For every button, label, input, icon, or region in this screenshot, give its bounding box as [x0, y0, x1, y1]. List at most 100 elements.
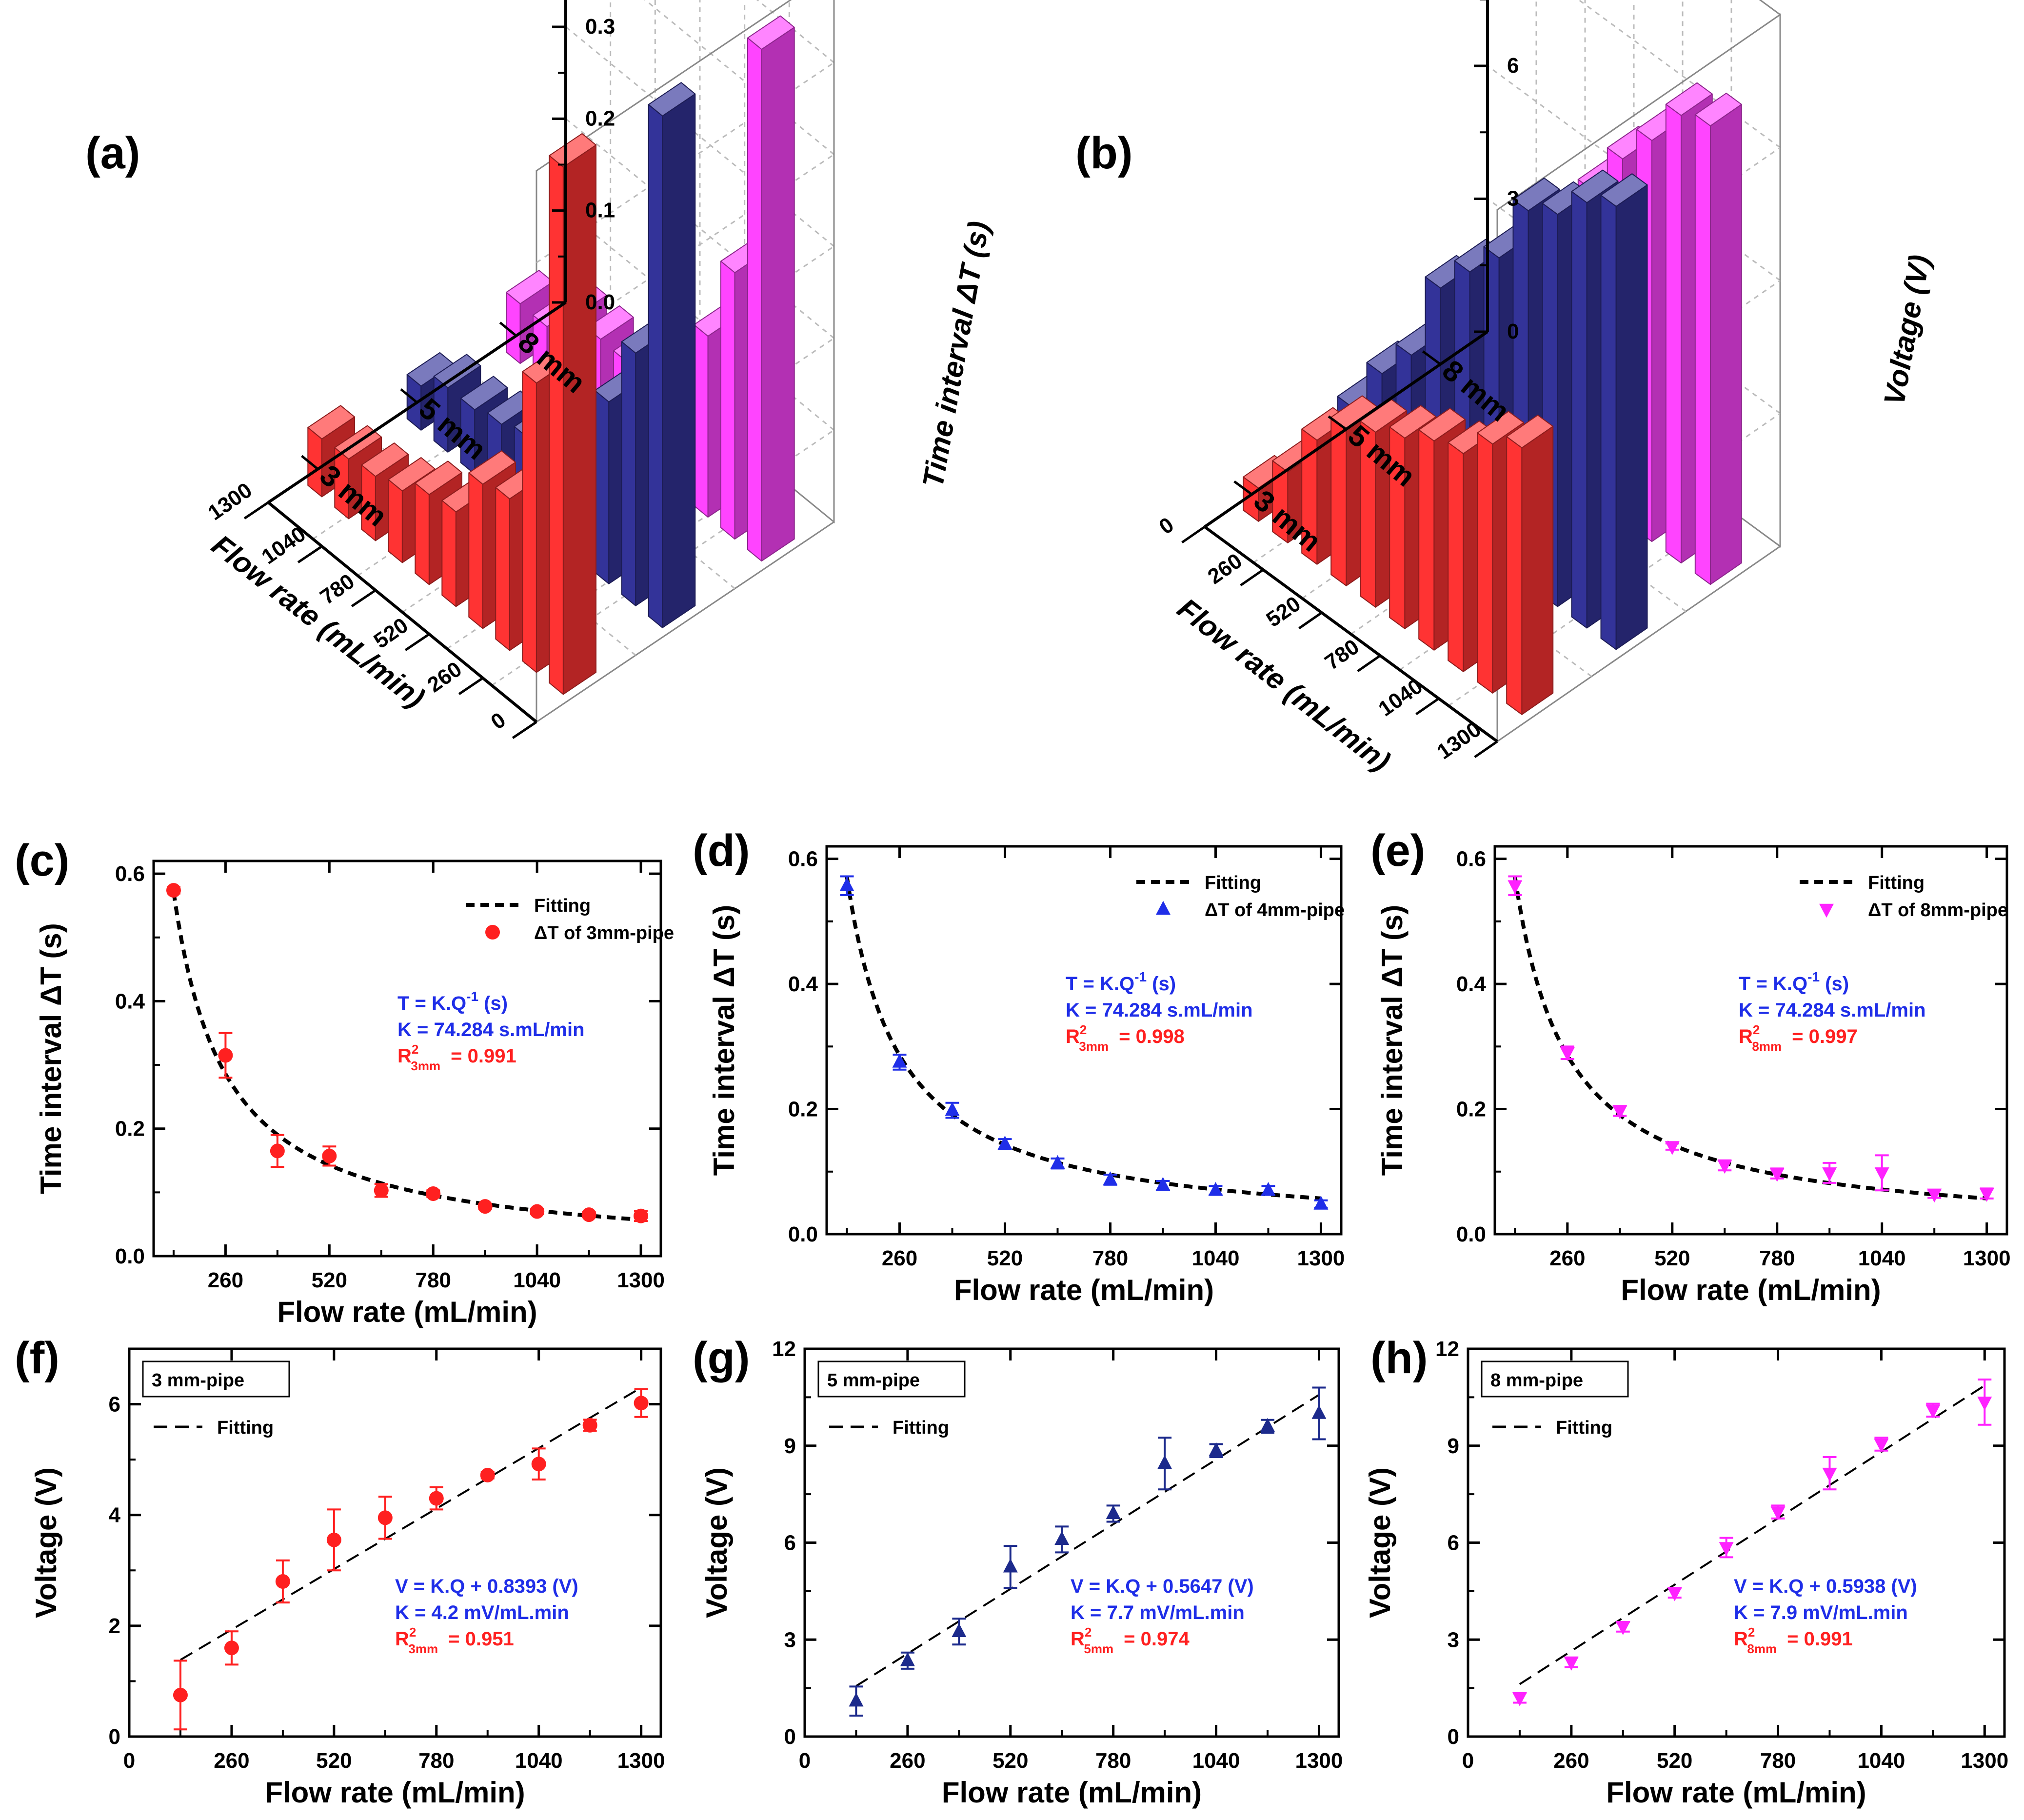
x-tick-label: 520 — [992, 1749, 1028, 1773]
plot-frame — [1467, 1347, 2006, 1738]
equation: T = K.Q-1 (s) — [1066, 969, 1176, 995]
x-tick-label: 1300 — [1963, 1246, 2011, 1270]
x-tick-label: 780 — [1321, 635, 1364, 675]
data-point — [426, 1186, 441, 1201]
x-tick — [243, 501, 269, 520]
data-point — [1770, 1506, 1786, 1520]
data-point — [945, 1101, 960, 1116]
r-squared-exponent: 2 — [412, 1042, 418, 1057]
x-tick-label: 780 — [1095, 1749, 1131, 1773]
y-tick-label: 0.2 — [788, 1098, 818, 1121]
r-squared-value: = 0.974 — [1118, 1628, 1190, 1650]
x-tick-label: 260 — [1204, 549, 1247, 589]
bar-front-face — [388, 479, 403, 563]
y-axis: 0 3 6 9 12 — [772, 1337, 1339, 1749]
x-tick-label: 1300 — [617, 1749, 665, 1773]
bar-front-face — [1448, 442, 1464, 672]
x-tick — [1298, 611, 1323, 630]
data-point — [1260, 1418, 1275, 1432]
data-point — [1560, 1047, 1575, 1061]
data-point — [1156, 900, 1171, 915]
panel-d: 260 520 780 1040 1300 0.0 0.2 0.4 0.6 Flow rate (… — [693, 826, 1345, 1306]
x-tick-label: 0 — [1155, 513, 1178, 539]
data-point — [1667, 1587, 1682, 1601]
panel-label: (a) — [85, 128, 140, 178]
x-tick-label: 260 — [882, 1246, 917, 1270]
z-tick-label: 0.0 — [585, 290, 615, 314]
x-tick-label: 520 — [1654, 1246, 1690, 1270]
r-squared-exponent: 2 — [1753, 1022, 1760, 1037]
data-point — [1719, 1542, 1734, 1556]
y-tick — [1422, 350, 1441, 365]
x-tick — [297, 545, 323, 563]
y-axis: 0 3 6 9 12 — [1435, 1337, 2004, 1749]
bar-3mm-6.02 — [1506, 415, 1554, 715]
y-axis-title: Time interval ΔT (s) — [35, 923, 67, 1194]
x-tick-label: 1040 — [1374, 674, 1427, 721]
r-squared-symbol: R — [1734, 1628, 1748, 1650]
y-tick-label: 9 — [1448, 1434, 1459, 1458]
data-series — [166, 883, 649, 1223]
x-tick-label: 1040 — [515, 1749, 563, 1773]
data-point — [1209, 1442, 1224, 1456]
bar-top-face — [1477, 411, 1525, 445]
pipe-title: 3 mm-pipe — [152, 1370, 244, 1391]
panel-label: (e) — [1370, 826, 1425, 876]
fitting-curve — [179, 1386, 642, 1661]
x-tick-label: 520 — [1657, 1749, 1692, 1773]
bar-front-face — [1665, 103, 1682, 564]
panel-label: (d) — [693, 826, 750, 876]
x-tick-label: 780 — [1759, 1246, 1795, 1270]
y-axis-title: Time interval ΔT (s) — [708, 905, 740, 1176]
data-point — [377, 1510, 393, 1525]
data-point — [322, 1148, 337, 1163]
r-squared-value: = 0.991 — [445, 1045, 516, 1067]
y-tick-label: 12 — [1435, 1337, 1459, 1361]
data-point — [485, 925, 500, 940]
panel-label: (f) — [15, 1333, 60, 1383]
equation: V = K.Q + 0.5938 (V) — [1734, 1576, 1917, 1597]
legend: 8 mm-pipe Fitting — [1481, 1360, 1629, 1438]
x-axis-title: Flow rate (mL/min) — [277, 1296, 537, 1328]
bar-front-face — [495, 487, 510, 651]
r-squared-value: = 0.998 — [1113, 1026, 1185, 1047]
data-point — [1819, 903, 1834, 918]
panel-label: (h) — [1370, 1333, 1428, 1383]
bar-front-face — [1477, 432, 1493, 694]
data-point — [1769, 1168, 1785, 1182]
bar-8mm-10.35 — [1694, 93, 1742, 585]
k-value: K = 7.7 mV/mL.min — [1071, 1602, 1245, 1623]
r-squared-exponent: 2 — [409, 1625, 416, 1640]
pipe-title-box: 3 mm-pipe — [142, 1360, 290, 1398]
x-tick-label: 520 — [1262, 592, 1305, 632]
plot-frame — [152, 860, 662, 1258]
data-point — [1155, 1177, 1171, 1191]
y-tick-label: 0 — [784, 1725, 796, 1749]
data-point — [1822, 1167, 1837, 1181]
y-axis: 0.0 0.2 0.4 0.6 — [788, 847, 1341, 1246]
y-tick-label: 12 — [772, 1337, 796, 1361]
panel-f: 0 260 520 780 1040 1300 0 2 4 6 Flow rate (mL/min)… — [15, 1333, 665, 1809]
bar-top-face — [1694, 93, 1742, 126]
data-point — [1054, 1531, 1070, 1545]
y-tick-label: 4 — [109, 1503, 121, 1527]
data-point — [634, 1396, 649, 1411]
bar-front-face — [1506, 436, 1523, 715]
data-point — [224, 1640, 239, 1656]
data-point — [1050, 1155, 1065, 1169]
pipe-title: 8 mm-pipe — [1490, 1370, 1583, 1391]
data-point — [1157, 1455, 1172, 1469]
data-series — [839, 875, 1329, 1210]
x-axis: 260 520 780 1040 1300 — [172, 861, 665, 1292]
bar-top-face — [361, 442, 409, 477]
x-tick-label: 1040 — [1192, 1246, 1240, 1270]
data-point — [1717, 1160, 1732, 1174]
r-squared: R2 3mm = 0.951 — [395, 1625, 514, 1656]
legend-fitting-label: Fitting — [893, 1418, 949, 1438]
legend-fitting-label: Fitting — [1205, 873, 1261, 893]
data-point — [1665, 1141, 1680, 1155]
x-axis-title: Flow rate (mL/min) — [1621, 1274, 1881, 1306]
equation-unit: (s) — [1147, 973, 1176, 995]
legend: Fitting ΔT of 4mm-pipe — [1136, 873, 1345, 920]
data-point — [1208, 1181, 1223, 1196]
